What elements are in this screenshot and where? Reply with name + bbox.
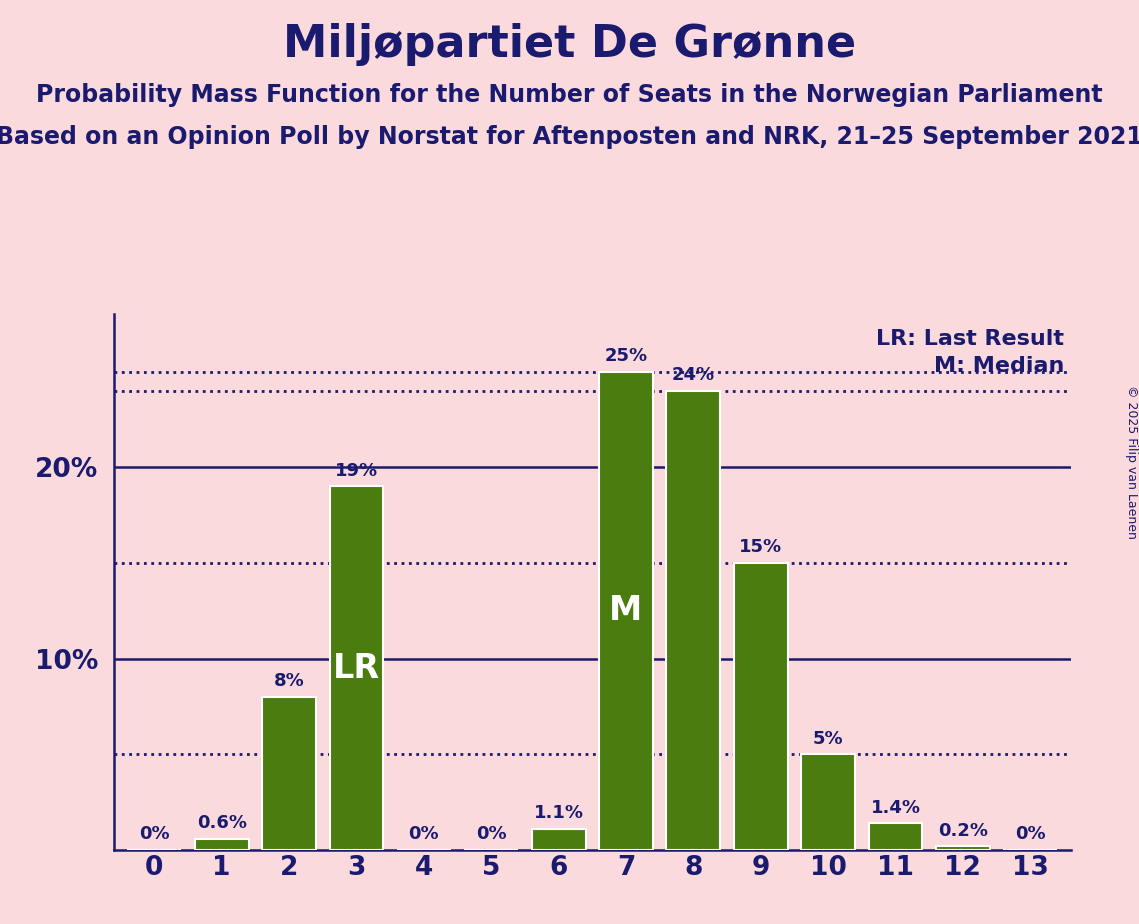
Text: 0%: 0% <box>139 825 170 844</box>
Text: 25%: 25% <box>605 346 648 365</box>
Bar <box>734 563 788 850</box>
Text: LR: Last Result: LR: Last Result <box>876 330 1064 349</box>
Bar <box>532 829 585 850</box>
Bar <box>869 823 923 850</box>
Text: 1.4%: 1.4% <box>870 798 920 817</box>
Text: Based on an Opinion Poll by Norstat for Aftenposten and NRK, 21–25 September 202: Based on an Opinion Poll by Norstat for … <box>0 125 1139 149</box>
Bar <box>329 486 384 850</box>
Bar <box>262 697 316 850</box>
Text: LR: LR <box>333 651 380 685</box>
Text: M: Median: M: Median <box>934 357 1064 376</box>
Bar <box>936 846 990 850</box>
Text: 24%: 24% <box>672 366 715 384</box>
Text: 1.1%: 1.1% <box>533 804 583 822</box>
Bar <box>666 391 720 850</box>
Bar <box>195 839 248 850</box>
Text: 0.2%: 0.2% <box>937 821 988 840</box>
Text: Probability Mass Function for the Number of Seats in the Norwegian Parliament: Probability Mass Function for the Number… <box>36 83 1103 107</box>
Text: 0%: 0% <box>409 825 440 844</box>
Text: 0%: 0% <box>476 825 507 844</box>
Bar <box>801 754 855 850</box>
Text: M: M <box>609 594 642 627</box>
Text: Miljøpartiet De Grønne: Miljøpartiet De Grønne <box>282 23 857 67</box>
Text: 5%: 5% <box>813 730 843 748</box>
Text: 0%: 0% <box>1015 825 1046 844</box>
Text: 8%: 8% <box>273 673 304 690</box>
Text: 19%: 19% <box>335 462 378 480</box>
Bar <box>599 371 653 850</box>
Text: 0.6%: 0.6% <box>197 814 247 832</box>
Text: 15%: 15% <box>739 539 782 556</box>
Text: © 2025 Filip van Laenen: © 2025 Filip van Laenen <box>1124 385 1138 539</box>
